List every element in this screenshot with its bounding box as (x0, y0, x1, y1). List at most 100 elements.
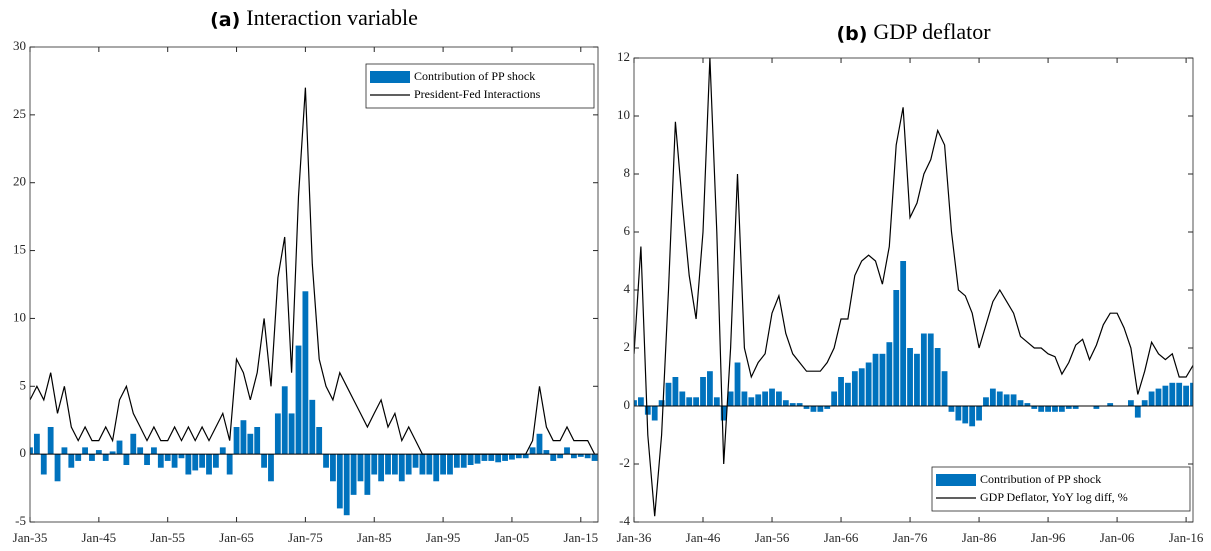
bar (693, 397, 700, 406)
bar (295, 345, 302, 455)
bar (509, 454, 515, 460)
bar (89, 454, 95, 461)
bar (1162, 385, 1169, 406)
legend-swatch (370, 71, 410, 83)
bar (976, 406, 982, 421)
bar (1141, 400, 1148, 406)
y-tick-label: 0 (20, 445, 27, 460)
bar (707, 371, 713, 406)
bar (1183, 385, 1189, 406)
bar (75, 454, 82, 461)
bar (178, 454, 185, 459)
bar (453, 454, 460, 468)
bar (268, 454, 274, 482)
bar (803, 406, 810, 409)
bar (886, 342, 893, 406)
legend: Contribution of PP shock GDP Deflator, Yo… (931, 466, 1191, 512)
bar (316, 427, 323, 455)
y-tick-label: 10 (617, 107, 630, 122)
bar (233, 427, 240, 455)
bar (123, 454, 130, 465)
bar (1190, 382, 1193, 406)
bar (686, 397, 693, 406)
bar (955, 406, 962, 421)
bar (1134, 406, 1141, 418)
bar (584, 454, 591, 459)
plot-area (30, 87, 598, 516)
legend-label: Contribution of PP shock (980, 472, 1101, 486)
panel: (a) Interaction variable -5 0 5 10 15 20 25 30 Jan… (13, 5, 599, 545)
x-tick-label: Jan-46 (686, 530, 721, 545)
y-tick-label: 25 (13, 106, 26, 121)
bar (769, 388, 775, 406)
bar (1072, 406, 1079, 409)
panel: (b) GDP deflator -4 -2 0 2 4 6 8 10 12 Jan-36 Jan-46… (617, 19, 1204, 545)
x-tick-label: Jan-56 (755, 530, 790, 545)
bar (481, 454, 488, 461)
bar (658, 400, 665, 406)
bar (1107, 403, 1114, 406)
bar (357, 454, 364, 482)
bar (467, 454, 474, 465)
x-tick-label: Jan-06 (1100, 530, 1135, 545)
bar (185, 454, 192, 475)
line (30, 87, 596, 455)
bar (962, 406, 969, 424)
legend-label: Contribution of PP shock (414, 69, 535, 83)
bar (920, 333, 927, 406)
bar (391, 454, 398, 475)
bar (212, 454, 219, 468)
bar (226, 454, 233, 475)
x-tick-label: Jan-85 (357, 530, 392, 545)
bar (109, 451, 116, 455)
y-tick-label: 2 (624, 339, 631, 354)
bar (983, 397, 989, 406)
bar (488, 454, 495, 461)
bar (679, 391, 686, 406)
bar (831, 391, 838, 406)
bar (130, 433, 137, 455)
bar (1155, 388, 1162, 406)
bar (748, 397, 755, 406)
bar (343, 454, 350, 516)
bar (782, 400, 789, 406)
x-tick-label: Jan-35 (13, 530, 48, 545)
bar (33, 433, 40, 455)
bar (206, 454, 212, 475)
bar (440, 454, 446, 475)
x-tick-label: Jan-76 (893, 530, 928, 545)
y-tick-label: 12 (617, 49, 630, 64)
y-tick-label: 0 (624, 397, 631, 412)
x-tick-label: Jan-96 (1031, 530, 1066, 545)
bar (371, 454, 378, 475)
panel-title: (b) GDP deflator (836, 19, 991, 44)
bar (323, 454, 329, 468)
bar (838, 377, 844, 406)
y-tick-label: 8 (624, 165, 631, 180)
bar (1176, 382, 1183, 406)
bar (672, 377, 679, 406)
bar (700, 377, 706, 406)
bar (302, 291, 309, 455)
bar (1038, 406, 1045, 412)
x-tick-label: Jan-75 (288, 530, 323, 545)
bar (1058, 406, 1065, 412)
bar (644, 406, 651, 415)
bar (61, 447, 68, 455)
bar (350, 454, 357, 495)
bar (40, 454, 47, 475)
bar (1003, 394, 1010, 406)
bar (872, 353, 879, 406)
legend: Contribution of PP shock President-Fed In… (365, 63, 595, 109)
legend-swatch (936, 474, 976, 486)
bar (1093, 406, 1100, 409)
bar (502, 454, 508, 461)
bar (433, 454, 440, 482)
bar (851, 371, 858, 406)
bar (969, 406, 976, 427)
bar (865, 362, 872, 406)
bar (1031, 406, 1038, 409)
bar (665, 382, 672, 406)
bar (893, 290, 900, 406)
y-tick-label: -5 (15, 513, 26, 528)
